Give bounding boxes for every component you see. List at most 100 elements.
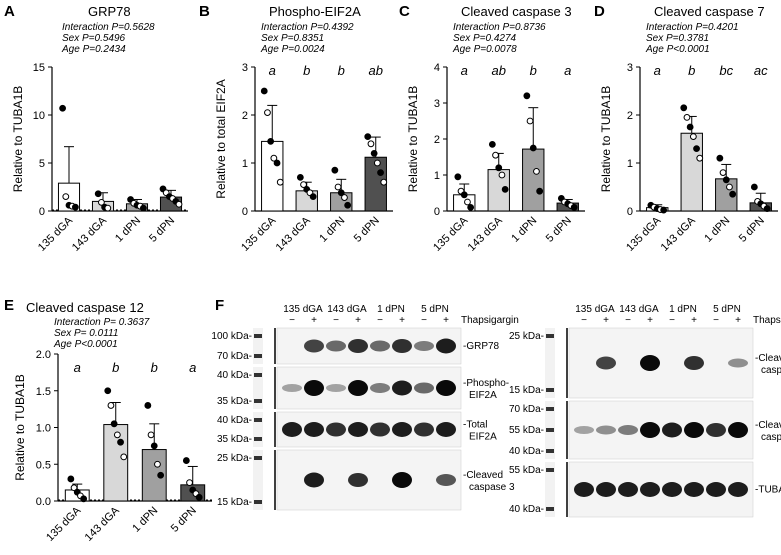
chart-e: E Cleaved caspase 12 Interaction P= 0.3637… <box>4 297 212 544</box>
x-tick-label: 135 dGA <box>431 214 471 254</box>
data-point <box>523 92 531 100</box>
y-tick-label: 5 <box>39 158 45 170</box>
data-point <box>104 204 112 212</box>
significance-letter: ab <box>492 63 506 78</box>
y-tick-label: 0 <box>242 206 248 218</box>
data-point <box>309 193 317 201</box>
ladder-lane <box>253 412 263 447</box>
data-point <box>380 178 388 186</box>
y-tick-label: 2 <box>434 134 440 146</box>
stat-line: Age P<0.0001 <box>645 44 710 55</box>
blot-group-label: 5 dPN <box>421 304 449 315</box>
ladder-band <box>254 437 262 441</box>
stat-line: Sex P=0.5496 <box>62 33 126 44</box>
mw-marker: 15 kDa- <box>217 497 252 508</box>
mw-marker: 25 kDa- <box>509 331 544 342</box>
ladder-lane <box>545 328 555 398</box>
treatment-sign: − <box>377 315 383 326</box>
blot-label: -Cleaved <box>463 470 503 481</box>
data-point <box>488 141 496 148</box>
data-point <box>526 117 534 125</box>
ladder-band <box>546 428 554 432</box>
blot-band <box>326 340 346 352</box>
mw-marker: 55 kDa- <box>509 465 544 476</box>
data-point <box>680 104 688 112</box>
x-tick-label: 143 dGA <box>466 214 506 254</box>
blot-band <box>684 422 704 438</box>
blot-band <box>640 355 660 371</box>
y-tick-label: 1 <box>627 158 633 170</box>
data-point <box>460 191 468 199</box>
x-tick-label: 135 dGA <box>624 214 664 254</box>
data-point <box>276 178 284 186</box>
blot-band <box>436 422 456 437</box>
data-point <box>495 164 503 172</box>
data-point <box>150 442 158 450</box>
data-point <box>144 402 152 409</box>
blot-band <box>706 482 726 497</box>
data-point <box>62 193 70 201</box>
y-tick-label: 0.0 <box>36 496 51 508</box>
ladder-band <box>254 456 262 460</box>
significance-letter: a <box>461 63 468 78</box>
blot-band <box>304 339 324 353</box>
ladder-band <box>254 399 262 403</box>
data-point <box>260 87 268 95</box>
significance-letter: a <box>654 63 661 78</box>
treatment-sign: + <box>603 315 609 326</box>
data-point <box>157 471 165 479</box>
panel-letter: E <box>4 297 14 314</box>
y-tick-label: 3 <box>434 98 440 110</box>
y-tick-label: 10 <box>33 110 45 122</box>
ladder-band <box>546 388 554 392</box>
y-tick-label: 2 <box>627 110 633 122</box>
data-point <box>186 479 193 487</box>
chart-title: Cleaved caspase 12 <box>26 300 144 315</box>
data-point <box>154 460 161 468</box>
y-axis-label: Relative to total EIF2A <box>214 79 228 198</box>
treatment-sign: − <box>713 315 719 326</box>
x-tick-label: 1 dPN <box>113 215 143 245</box>
blot-group-label: 135 dGA <box>575 304 615 315</box>
y-tick-label: 0.5 <box>36 459 51 471</box>
data-point <box>570 204 578 211</box>
data-point <box>536 187 544 195</box>
data-point <box>686 123 694 131</box>
blot-band <box>574 426 594 434</box>
treatment-sign: − <box>581 315 587 326</box>
blot-band <box>348 339 368 353</box>
mw-marker: 40 kDa- <box>217 370 252 381</box>
data-point <box>763 205 771 213</box>
significance-letter: ab <box>369 63 383 78</box>
significance-letter: a <box>189 360 196 375</box>
treatment-sign: + <box>647 315 653 326</box>
data-point <box>683 114 691 121</box>
y-tick-label: 1 <box>434 170 440 182</box>
ladder-band <box>254 373 262 377</box>
stat-line: Interaction P=0.4392 <box>261 22 354 33</box>
data-point <box>464 198 471 206</box>
data-point <box>373 159 381 167</box>
chart-c: C Cleaved caspase 3 Interaction P=0.8736Se… <box>399 3 585 254</box>
blot-label: -Cleaved <box>755 420 781 431</box>
data-point <box>80 495 88 503</box>
data-point <box>492 151 499 159</box>
x-tick-label: 1 dPN <box>702 215 732 245</box>
data-point <box>296 174 304 181</box>
blot-band <box>348 422 368 437</box>
blot-band <box>326 422 346 437</box>
mw-marker: 40 kDa- <box>217 415 252 426</box>
blot-group-label: 143 dGA <box>327 304 367 315</box>
data-point <box>750 183 758 191</box>
ladder-band <box>254 354 262 358</box>
stat-line: Sex P=0.8351 <box>261 33 324 44</box>
ladder-band <box>546 507 554 511</box>
data-point <box>273 159 281 167</box>
data-point <box>729 190 737 198</box>
blot-band <box>392 472 412 488</box>
data-point <box>107 402 115 409</box>
treatment-sign: − <box>421 315 427 326</box>
blot-band <box>414 422 434 437</box>
data-point <box>98 198 105 206</box>
ladder-lane <box>545 462 555 517</box>
